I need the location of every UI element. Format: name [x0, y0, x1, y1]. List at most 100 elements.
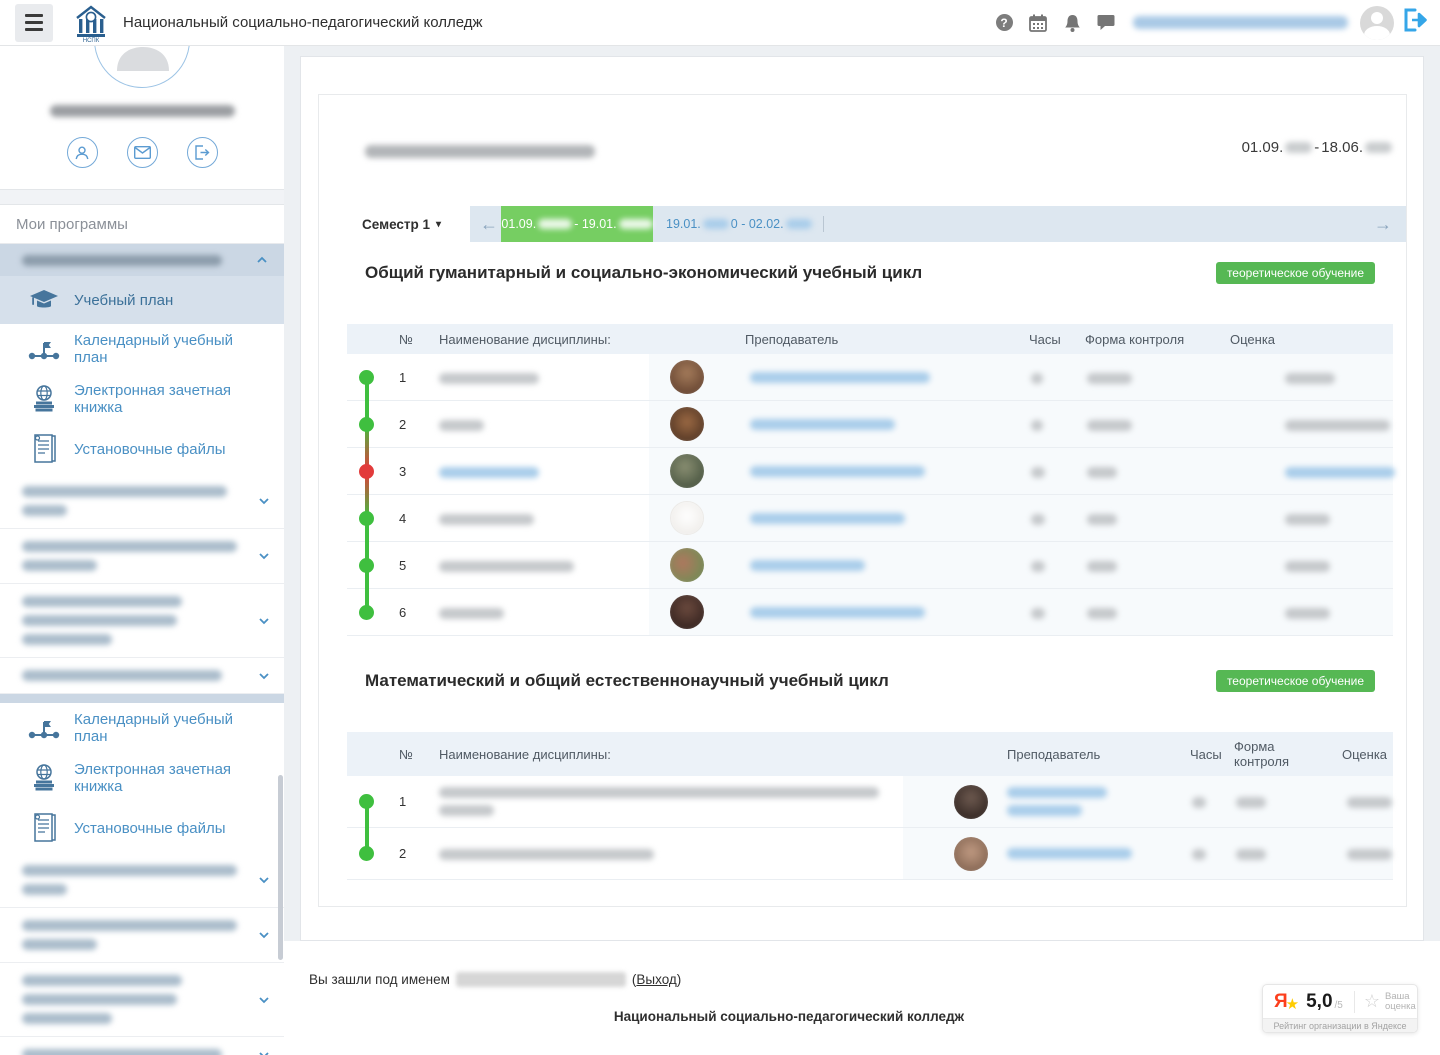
- section-title: Математический и общий естественнонаучны…: [365, 671, 889, 690]
- control-form-redacted: [1085, 370, 1230, 385]
- sidebar: Мои программы Учебный план Календарный у…: [0, 46, 284, 1055]
- teacher-link-redacted[interactable]: [750, 418, 895, 430]
- disciplines-table-2: № Наименование дисциплины: Преподаватель…: [347, 732, 1393, 880]
- help-icon[interactable]: ?: [987, 6, 1021, 40]
- globe-books-icon: [26, 384, 62, 414]
- logout-link[interactable]: Выход: [636, 972, 677, 987]
- prev-arrow-icon[interactable]: ←: [480, 213, 498, 234]
- sidebar-item-setup-files[interactable]: Установочные файлы: [0, 424, 284, 474]
- documents-icon: [26, 812, 62, 844]
- sidebar-item-gradebook-2[interactable]: Электронная зачетная книжка: [0, 753, 284, 803]
- sidebar-item-gradebook[interactable]: Электронная зачетная книжка: [0, 374, 284, 424]
- top-header: НСПК Национальный социально-педагогическ…: [0, 0, 1440, 46]
- teacher-link-redacted[interactable]: [750, 512, 905, 524]
- chevron-down-icon: [259, 553, 269, 560]
- period-tab-next[interactable]: 19.01. 0 - 02.02.: [666, 217, 812, 231]
- teacher-link-redacted[interactable]: [750, 606, 925, 618]
- hours-redacted: [1029, 511, 1085, 526]
- page-footer: Вы зашли под именем (Выход) Национальный…: [284, 941, 1440, 1055]
- teacher-link-redacted[interactable]: [1007, 848, 1132, 859]
- table-header: № Наименование дисциплины: Преподаватель…: [347, 324, 1393, 354]
- chat-icon[interactable]: [1089, 6, 1123, 40]
- globe-books-icon: [26, 763, 62, 793]
- empty-star-icon[interactable]: ☆: [1363, 991, 1381, 1011]
- program-collapsed[interactable]: [0, 529, 284, 584]
- grade-redacted: [1322, 846, 1393, 861]
- period-tabs-bar: ← 01.09. - 19.01. 19.01. 0 - 02.02. →: [470, 206, 1406, 242]
- grade-redacted: [1230, 605, 1393, 620]
- sidebar-scrollbar[interactable]: [278, 775, 283, 960]
- user-name-redacted[interactable]: [1133, 16, 1348, 29]
- svg-text:НСПК: НСПК: [83, 38, 100, 42]
- user-avatar[interactable]: [1360, 5, 1394, 40]
- logout-icon[interactable]: [186, 137, 218, 168]
- program-expanded-header[interactable]: [0, 244, 284, 276]
- calendar-icon[interactable]: [1021, 6, 1055, 40]
- profile-avatar[interactable]: [94, 46, 190, 88]
- teacher-avatar[interactable]: [954, 784, 988, 819]
- tab-divider: [822, 216, 824, 232]
- teacher-avatar[interactable]: [670, 454, 704, 488]
- teacher-avatar[interactable]: [670, 501, 704, 535]
- sidebar-item-calendar-plan-2[interactable]: Календарный учебный план: [0, 703, 284, 753]
- grade-redacted: [1230, 370, 1393, 385]
- program-title-redacted: [365, 143, 595, 161]
- teacher-avatar[interactable]: [670, 595, 704, 629]
- hours-redacted: [1029, 558, 1085, 573]
- mail-icon[interactable]: [126, 137, 158, 168]
- teacher-link-redacted[interactable]: [750, 465, 925, 477]
- table-row: 6: [347, 589, 1393, 636]
- yandex-rating-widget[interactable]: Я ★ 5,0 /5 ☆ Ваша оценка Рейтинг организа…: [1262, 984, 1418, 1033]
- college-logo[interactable]: НСПК: [73, 4, 109, 42]
- login-name-redacted: [455, 972, 626, 987]
- program-expanded-header-partial: [0, 694, 284, 703]
- table-row: 3: [347, 448, 1395, 495]
- status-dot-green: [359, 846, 374, 861]
- semester-dropdown[interactable]: Семестр 1 ▾: [362, 216, 442, 232]
- discipline-redacted: [439, 417, 649, 432]
- sidebar-item-setup-files-2[interactable]: Установочные файлы: [0, 803, 284, 853]
- sidebar-item-label: Установочные файлы: [74, 819, 226, 837]
- discipline-link-redacted[interactable]: [439, 464, 649, 479]
- teacher-avatar[interactable]: [670, 360, 704, 394]
- program-collapsed[interactable]: [0, 658, 284, 694]
- teacher-link-redacted[interactable]: [750, 371, 930, 383]
- grade-link-redacted[interactable]: [1230, 464, 1395, 479]
- my-programs-label: Мои программы: [0, 205, 284, 244]
- table-row: 2: [347, 401, 1393, 448]
- bell-icon[interactable]: [1055, 6, 1089, 40]
- status-dot-green: [359, 794, 374, 809]
- sidebar-item-calendar-plan[interactable]: Календарный учебный план: [0, 324, 284, 374]
- status-dot-green: [359, 417, 374, 432]
- program-collapsed[interactable]: [0, 908, 284, 963]
- chevron-down-icon: [259, 996, 269, 1003]
- program-collapsed[interactable]: [0, 963, 284, 1037]
- chevron-down-icon: [259, 877, 269, 884]
- next-arrow-icon[interactable]: →: [1374, 213, 1392, 234]
- menu-icon[interactable]: [15, 3, 53, 42]
- teacher-avatar[interactable]: [670, 407, 704, 441]
- program-collapsed[interactable]: [0, 853, 284, 908]
- discipline-redacted: [439, 787, 903, 816]
- program-collapsed[interactable]: [0, 1037, 284, 1055]
- discipline-redacted: [439, 605, 649, 620]
- sidebar-item-label: Электронная зачетная книжка: [74, 382, 232, 416]
- logout-icon[interactable]: [1402, 8, 1428, 37]
- teacher-link-redacted[interactable]: [1007, 787, 1107, 816]
- yandex-logo: Я: [1274, 990, 1288, 1012]
- program-collapsed[interactable]: [0, 584, 284, 658]
- hours-redacted: [1029, 605, 1085, 620]
- sidebar-item-study-plan[interactable]: Учебный план: [0, 276, 284, 324]
- star-icon: ★: [1285, 996, 1300, 1013]
- graduation-cap-icon: [26, 288, 62, 313]
- your-rating-label[interactable]: Ваша оценка: [1385, 990, 1416, 1012]
- teacher-link-redacted[interactable]: [750, 559, 865, 571]
- period-tab-active[interactable]: 01.09. - 19.01.: [501, 206, 653, 242]
- hours-redacted: [1190, 794, 1234, 809]
- profile-icon[interactable]: [66, 137, 98, 168]
- teacher-avatar[interactable]: [954, 836, 988, 871]
- program-collapsed[interactable]: [0, 474, 284, 529]
- rating-value: 5,0: [1306, 990, 1333, 1012]
- grade-redacted: [1230, 558, 1393, 573]
- teacher-avatar[interactable]: [670, 548, 704, 582]
